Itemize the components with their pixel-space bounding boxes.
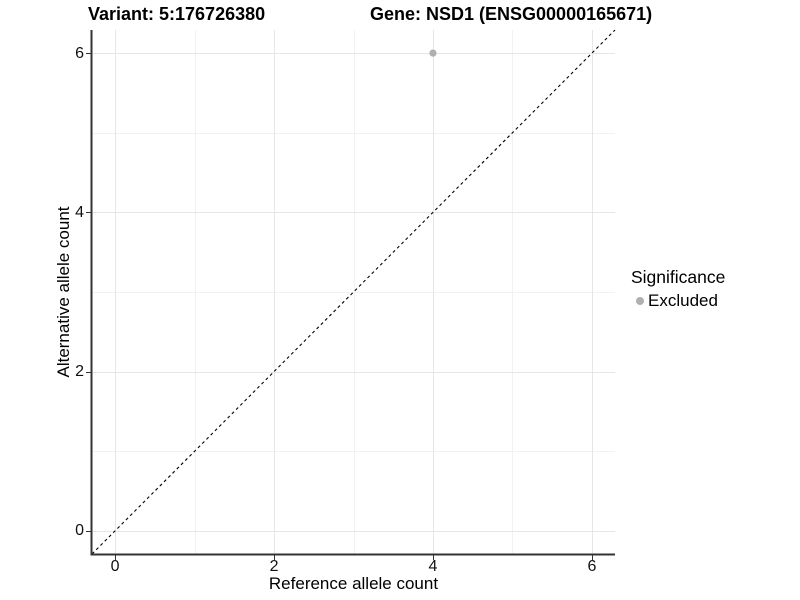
y-axis-title: Alternative allele count [54, 206, 73, 378]
x-tick-label: 6 [587, 558, 597, 575]
legend-item-label: Excluded [648, 291, 718, 310]
x-axis-title: Reference allele count [268, 574, 439, 593]
x-tick-label: 2 [269, 558, 279, 575]
data-point [429, 49, 437, 57]
legend: Significance Excluded [631, 267, 725, 311]
legend-point-icon [635, 297, 644, 305]
gene-title: Gene: NSD1 (ENSG00000165671) [370, 4, 653, 24]
y-tick-label: 2 [75, 363, 84, 381]
legend-items: Excluded [631, 291, 725, 311]
legend-title: Significance [631, 267, 726, 287]
y-tick-label: 6 [75, 44, 84, 62]
x-tick-label: 0 [110, 558, 120, 575]
legend-key [631, 297, 648, 305]
legend-item: Excluded [631, 291, 725, 311]
y-tick-label: 0 [75, 522, 84, 540]
y-tick-label: 4 [75, 203, 84, 221]
x-tick-label: 4 [428, 558, 438, 575]
variant-title: Variant: 5:176726380 [88, 4, 266, 24]
